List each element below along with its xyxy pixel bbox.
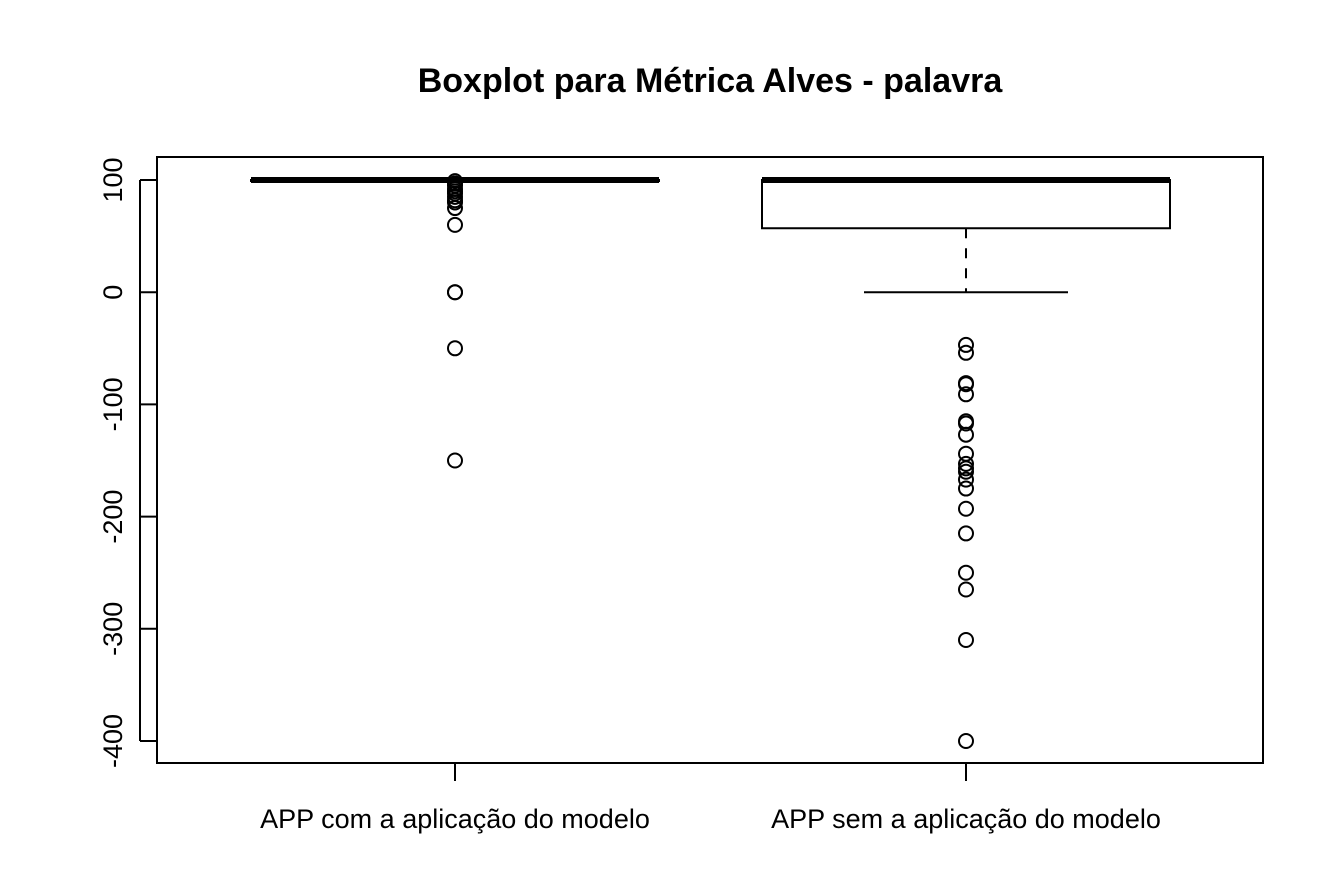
outlier-point (447, 452, 463, 469)
y-tick-label: -200 (98, 490, 128, 544)
outlier-point (958, 525, 974, 542)
y-tick-label: 100 (98, 157, 128, 202)
y-tick-label: -400 (98, 714, 128, 768)
outlier-point (958, 733, 974, 749)
box-series (250, 173, 660, 469)
y-tick-label: -300 (98, 602, 128, 656)
x-axis: APP com a aplicação do modelo APP sem a a… (260, 763, 1161, 834)
x-category-label: APP sem a aplicação do modelo (771, 804, 1161, 834)
box-iqr (761, 179, 1171, 230)
outlier-point (958, 471, 974, 488)
outlier-point (447, 340, 463, 357)
outlier-point (447, 284, 463, 301)
y-tick-label: 0 (98, 285, 128, 300)
outlier-point (958, 581, 974, 598)
chart-title: Boxplot para Métrica Alves - palavra (418, 62, 1004, 100)
x-category-label: APP com a aplicação do modelo (260, 804, 650, 834)
outlier-point (958, 463, 974, 480)
outlier-point (447, 194, 463, 211)
outlier-point (958, 500, 974, 517)
outlier-point (958, 632, 974, 649)
y-axis: 100 0 -100 -200 -300 -400 (98, 157, 157, 768)
outlier-point (958, 344, 974, 361)
outlier-point (958, 426, 974, 443)
outlier-point (958, 480, 974, 497)
outlier-point (958, 415, 974, 432)
outlier-point (958, 336, 974, 353)
outlier-point (447, 200, 463, 217)
outlier-point (447, 216, 463, 233)
box-series (761, 177, 1171, 749)
plot-frame (156, 156, 1264, 764)
outlier-point (958, 376, 974, 393)
outlier-point (958, 455, 974, 472)
y-tick-label: -100 (98, 377, 128, 431)
outlier-point (958, 386, 974, 403)
outlier-point (958, 564, 974, 581)
boxes-group (250, 173, 1171, 749)
